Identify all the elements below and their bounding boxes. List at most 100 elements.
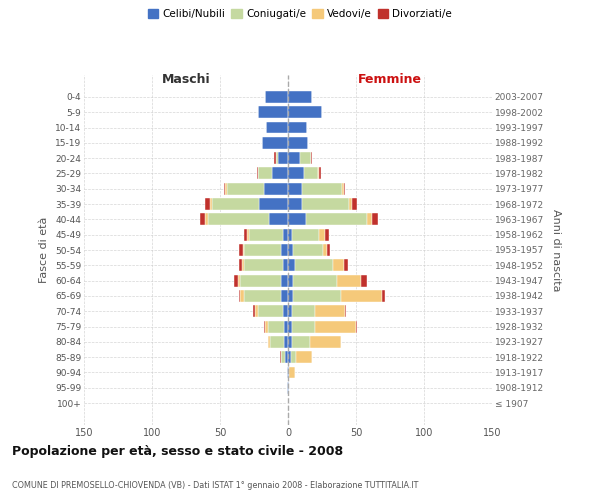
Bar (239, 244, 243, 256)
Y-axis label: Anni di nascita: Anni di nascita (551, 208, 560, 291)
Bar (367, 214, 373, 226)
Bar (287, 366, 288, 378)
Bar (323, 244, 328, 256)
Bar (328, 244, 330, 256)
Bar (302, 183, 343, 194)
Bar (295, 260, 333, 272)
Bar (269, 214, 288, 226)
Bar (281, 290, 288, 302)
Bar (288, 198, 302, 210)
Bar (239, 260, 242, 272)
Bar (356, 320, 358, 332)
Bar (319, 168, 320, 179)
Bar (276, 152, 278, 164)
Bar (288, 122, 307, 134)
Bar (283, 260, 288, 272)
Bar (284, 320, 288, 332)
Bar (288, 228, 292, 240)
Bar (283, 306, 288, 317)
Bar (265, 91, 288, 103)
Bar (315, 306, 345, 317)
Bar (293, 290, 341, 302)
Bar (268, 336, 271, 348)
Bar (281, 351, 285, 363)
Bar (352, 198, 358, 210)
Bar (345, 306, 346, 317)
Text: Maschi: Maschi (161, 73, 211, 86)
Bar (226, 183, 227, 194)
Bar (288, 168, 304, 179)
Bar (208, 214, 269, 226)
Bar (288, 336, 292, 348)
Text: Femmine: Femmine (358, 73, 422, 86)
Bar (343, 183, 344, 194)
Bar (242, 260, 244, 272)
Bar (288, 306, 292, 317)
Bar (288, 260, 295, 272)
Bar (293, 274, 337, 286)
Bar (349, 198, 352, 210)
Bar (305, 214, 367, 226)
Bar (288, 183, 302, 194)
Bar (288, 214, 305, 226)
Bar (243, 244, 244, 256)
Bar (244, 260, 283, 272)
Bar (266, 122, 288, 134)
Bar (341, 290, 382, 302)
Bar (238, 274, 241, 286)
Bar (310, 336, 341, 348)
Bar (292, 228, 319, 240)
Bar (382, 290, 385, 302)
Legend: Celibi/Nubili, Coniugati/e, Vedovi/e, Divorziati/e: Celibi/Nubili, Coniugati/e, Vedovi/e, Di… (143, 5, 457, 24)
Bar (268, 320, 284, 332)
Bar (344, 260, 348, 272)
Bar (265, 320, 268, 332)
Bar (291, 351, 296, 363)
Bar (262, 137, 288, 149)
Bar (319, 228, 325, 240)
Bar (274, 152, 276, 164)
Bar (288, 382, 289, 394)
Bar (200, 214, 205, 226)
Bar (244, 290, 281, 302)
Bar (241, 290, 244, 302)
Bar (288, 152, 300, 164)
Bar (284, 336, 288, 348)
Bar (333, 260, 344, 272)
Bar (288, 106, 322, 118)
Bar (288, 274, 293, 286)
Bar (311, 152, 313, 164)
Y-axis label: Fasce di età: Fasce di età (40, 217, 49, 283)
Bar (302, 198, 349, 210)
Bar (258, 168, 272, 179)
Bar (292, 336, 310, 348)
Bar (278, 152, 288, 164)
Text: COMUNE DI PREMOSELLO-CHIOVENDA (VB) - Dati ISTAT 1° gennaio 2008 - Elaborazione : COMUNE DI PREMOSELLO-CHIOVENDA (VB) - Da… (12, 480, 418, 490)
Bar (258, 106, 288, 118)
Bar (212, 198, 259, 210)
Bar (292, 306, 315, 317)
Bar (288, 137, 308, 149)
Bar (227, 183, 263, 194)
Bar (361, 274, 367, 286)
Bar (241, 274, 281, 286)
Bar (257, 168, 258, 179)
Bar (253, 306, 256, 317)
Bar (211, 198, 212, 210)
Bar (287, 382, 288, 394)
Bar (281, 274, 288, 286)
Bar (344, 183, 345, 194)
Bar (288, 290, 293, 302)
Bar (224, 183, 226, 194)
Bar (259, 198, 288, 210)
Bar (288, 244, 293, 256)
Bar (318, 168, 319, 179)
Bar (271, 336, 284, 348)
Bar (300, 152, 311, 164)
Bar (288, 366, 289, 378)
Bar (205, 214, 208, 226)
Bar (315, 320, 356, 332)
Bar (233, 274, 238, 286)
Bar (337, 274, 361, 286)
Bar (248, 228, 283, 240)
